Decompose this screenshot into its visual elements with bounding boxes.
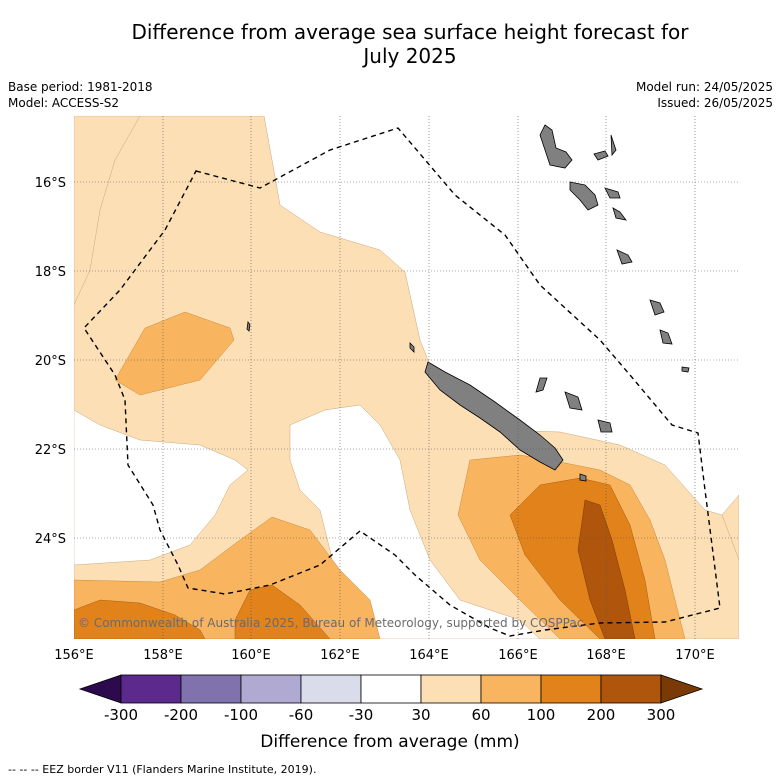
anomaly-near-zero-region bbox=[74, 404, 541, 639]
map-area: © Commonwealth of Australia 2025, Bureau… bbox=[74, 116, 739, 639]
map-gridlines bbox=[74, 116, 739, 639]
lat-label: 22°S bbox=[35, 443, 66, 458]
issued-date: Issued: 26/05/2025 bbox=[657, 96, 773, 110]
lat-label: 16°S bbox=[35, 176, 66, 191]
lat-label: 18°S bbox=[35, 265, 66, 280]
colorbar-tick-label: -60 bbox=[289, 706, 314, 724]
colorbar-segment bbox=[180, 674, 242, 704]
colorbar-segment bbox=[300, 674, 362, 704]
colorbar-segment bbox=[120, 674, 182, 704]
colorbar-tick-label: -300 bbox=[104, 706, 138, 724]
colorbar-tick-label: 30 bbox=[411, 706, 430, 724]
colorbar-segment bbox=[360, 674, 422, 704]
colorbar-segment bbox=[240, 674, 302, 704]
colorbar-tick-label: -30 bbox=[349, 706, 374, 724]
colorbar-tick-label: 100 bbox=[527, 706, 556, 724]
base-period: Base period: 1981-2018 bbox=[8, 80, 153, 94]
anomaly-200-300-region bbox=[577, 499, 636, 639]
model-name: Model: ACCESS-S2 bbox=[8, 96, 120, 110]
colorbar-tick-label: 300 bbox=[647, 706, 676, 724]
lon-label: 170°E bbox=[675, 648, 715, 663]
map-title-line1: Difference from average sea surface heig… bbox=[131, 20, 689, 44]
map-title-line2: July 2025 bbox=[363, 44, 457, 68]
colorbar bbox=[78, 674, 704, 704]
colorbar-tick-label: 200 bbox=[587, 706, 616, 724]
colorbar-segment bbox=[420, 674, 482, 704]
lon-label: 160°E bbox=[231, 648, 271, 663]
lat-label: 20°S bbox=[35, 354, 66, 369]
copyright-notice: © Commonwealth of Australia 2025, Bureau… bbox=[78, 616, 583, 630]
latitude-labels: 16°S 18°S 20°S 22°S 24°S bbox=[35, 176, 66, 547]
colorbar-segment bbox=[600, 674, 662, 704]
lon-label: 168°E bbox=[586, 648, 626, 663]
eez-border-line bbox=[83, 127, 721, 637]
lat-label: 24°S bbox=[35, 532, 66, 547]
colorbar-min-extension bbox=[78, 674, 122, 704]
colorbar-title: Difference from average (mm) bbox=[260, 732, 519, 752]
land-islands bbox=[246, 124, 690, 482]
model-run: Model run: 24/05/2025 bbox=[635, 80, 773, 94]
colorbar-ticks: -300 -200 -100 -60 -30 30 60 100 200 300 bbox=[104, 706, 675, 724]
colorbar-tick-label: -100 bbox=[224, 706, 258, 724]
colorbar-max-extension bbox=[660, 674, 704, 704]
lon-label: 166°E bbox=[498, 648, 538, 663]
colorbar-tick-label: 60 bbox=[471, 706, 490, 724]
lon-label: 156°E bbox=[54, 648, 94, 663]
lon-label: 162°E bbox=[320, 648, 360, 663]
lon-label: 158°E bbox=[143, 648, 183, 663]
lon-label: 164°E bbox=[409, 648, 449, 663]
colorbar-tick-label: -200 bbox=[164, 706, 198, 724]
colorbar-segment bbox=[480, 674, 542, 704]
eez-footnote: -- -- -- EEZ border V11 (Flanders Marine… bbox=[8, 763, 317, 776]
colorbar-segment bbox=[540, 674, 602, 704]
longitude-labels: 156°E 158°E 160°E 162°E 164°E 166°E 168°… bbox=[54, 648, 715, 663]
